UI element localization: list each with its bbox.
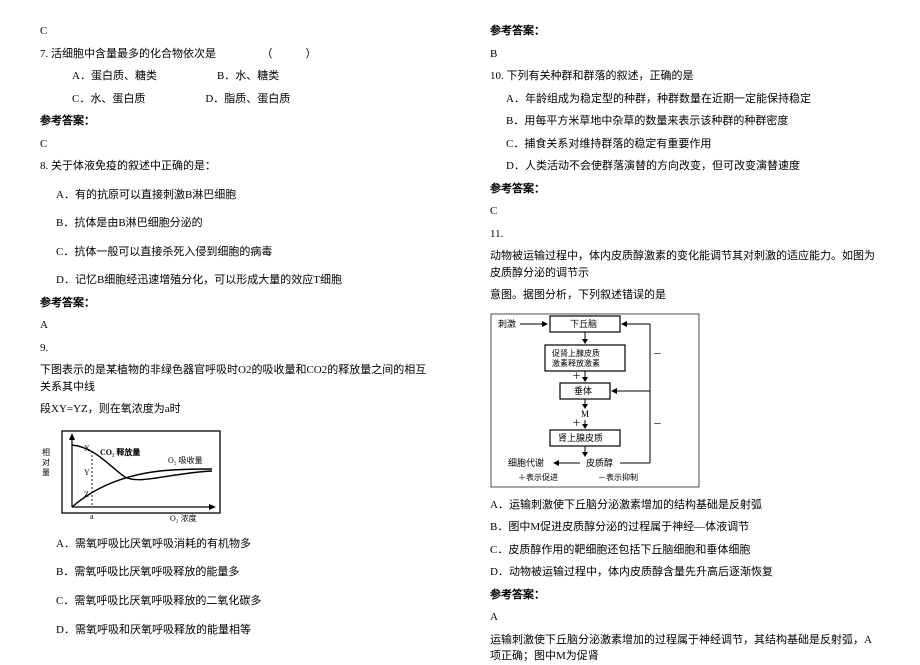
q9-stem1: 下图表示的是某植物的非绿色器官呼吸时O2的吸收量和CO2的释放量之间的相互关系其…	[40, 362, 430, 395]
q8-ref-label: 参考答案：	[40, 295, 430, 312]
left-column: C 7. 活细胞中含量最多的化合物依次是 （ ） A．蛋白质、糖类 B．水、糖类…	[40, 20, 430, 641]
q8-ref-ans: A	[40, 317, 430, 334]
q7-row2: C．水、蛋白质 D．脂质、蛋白质	[40, 91, 430, 108]
q11-cortisol: 皮质醇	[586, 457, 613, 468]
svg-text:－: －	[653, 419, 662, 429]
svg-text:－: －	[653, 349, 662, 359]
q11-metab: 细胞代谢	[508, 457, 544, 468]
q7-row1: A．蛋白质、糖类 B．水、糖类	[40, 68, 430, 85]
q9-optD: D．需氧呼吸和厌氧呼吸释放的能量相等	[40, 622, 430, 639]
q7-ref-ans: C	[40, 136, 430, 153]
q9-pta: a	[90, 512, 94, 521]
q9-num: 9.	[40, 340, 430, 357]
q7-optD: D．脂质、蛋白质	[205, 91, 290, 108]
q7-optA: A．蛋白质、糖类	[72, 68, 157, 85]
q11-num: 11.	[490, 226, 880, 243]
q10-optA: A．年龄组成为稳定型的种群，种群数量在近期一定能保持稳定	[490, 91, 880, 108]
q10-ref-ans: C	[490, 203, 880, 220]
q11-stem2: 意图。据图分析，下列叙述错误的是	[490, 287, 880, 304]
q10-optD: D．人类活动不会使群落演替的方向改变，但可改变演替速度	[490, 158, 880, 175]
q10-ref-label: 参考答案：	[490, 181, 880, 198]
q7-optC: C．水、蛋白质	[72, 91, 145, 108]
prev-answer: C	[40, 23, 430, 40]
q11-adrenal: 肾上腺皮质	[558, 432, 603, 443]
q11-optD: D．动物被运输过程中，体内皮质醇含量先升高后逐渐恢复	[490, 564, 880, 581]
q9-figure: X Y Z a CO₂ 释放量 O₂ 吸收量 相对量 O₂ 浓度	[40, 427, 430, 527]
q9-curve1: CO₂ 释放量	[100, 447, 140, 457]
q11-optC: C．皮质醇作用的靶细胞还包括下丘脑细胞和垂体细胞	[490, 542, 880, 559]
q8-optA: A．有的抗原可以直接刺激B淋巴细胞	[40, 187, 430, 204]
svg-text:＋: ＋	[572, 418, 581, 428]
q11-ref-label: 参考答案：	[490, 587, 880, 604]
q9-optA: A．需氧呼吸比厌氧呼吸消耗的有机物多	[40, 536, 430, 553]
q11-crh2: 激素释放激素	[552, 358, 600, 368]
q7-stem-row: 7. 活细胞中含量最多的化合物依次是 （ ）	[40, 46, 430, 63]
q9-ptY: Y	[84, 468, 90, 477]
prev-ref-label: 参考答案：	[490, 23, 880, 40]
right-column: 参考答案： B 10. 下列有关种群和群落的叙述，正确的是 A．年龄组成为稳定型…	[490, 20, 880, 641]
q9-optC: C．需氧呼吸比厌氧呼吸释放的二氧化碳多	[40, 593, 430, 610]
q11-m: M	[581, 409, 589, 419]
q8-stem: 8. 关于体液免疫的叙述中正确的是：	[40, 158, 430, 175]
q11-figure: 刺激 下丘脑 促肾上腺皮质 激素释放激素 ＋ 垂体	[490, 313, 880, 488]
prev-ref-ans: B	[490, 46, 880, 63]
q11-legend-plus: ＋表示促进	[518, 472, 558, 482]
q9-xlabel: O₂ 浓度	[170, 513, 197, 523]
q8-optD: D．记忆B细胞经迅速增殖分化，可以形成大量的效应T细胞	[40, 272, 430, 289]
svg-text:＋: ＋	[572, 371, 581, 381]
q11-stem1: 动物被运输过程中，体内皮质醇激素的变化能调节其对刺激的适应能力。如图为皮质醇分泌…	[490, 248, 880, 281]
q8-optC: C．抗体一般可以直接杀死入侵到细胞的病毒	[40, 244, 430, 261]
q9-ptX: X	[84, 444, 90, 453]
q7-blank: （ ）	[262, 48, 317, 60]
q11-hypo: 下丘脑	[570, 318, 597, 329]
q11-explain: 运输刺激使下丘脑分泌激素增加的过程属于神经调节，其结构基础是反射弧，A项正确；图…	[490, 632, 880, 665]
q9-optB: B．需氧呼吸比厌氧呼吸释放的能量多	[40, 564, 430, 581]
q10-stem: 10. 下列有关种群和群落的叙述，正确的是	[490, 68, 880, 85]
q11-stimulus: 刺激	[498, 318, 516, 329]
q9-stem2: 段XY=YZ，则在氧浓度为a时	[40, 401, 430, 418]
q11-optA: A．运输刺激使下丘脑分泌激素增加的结构基础是反射弧	[490, 497, 880, 514]
q11-ref-ans: A	[490, 609, 880, 626]
q7-ref-label: 参考答案：	[40, 113, 430, 130]
q11-legend-minus: －表示抑制	[598, 472, 638, 482]
page-root: C 7. 活细胞中含量最多的化合物依次是 （ ） A．蛋白质、糖类 B．水、糖类…	[0, 0, 920, 651]
q7-optB: B．水、糖类	[217, 68, 279, 85]
q9-curve2: O₂ 吸收量	[168, 455, 203, 465]
q11-optB: B．图中M促进皮质醇分泌的过程属于神经—体液调节	[490, 519, 880, 536]
q9-ptZ: Z	[84, 490, 89, 499]
q8-optB: B．抗体是由B淋巴细胞分泌的	[40, 215, 430, 232]
q11-crh1: 促肾上腺皮质	[552, 348, 600, 358]
q9-ylabel: 相对量	[42, 447, 50, 477]
q11-pit: 垂体	[574, 385, 592, 396]
q10-optB: B．用每平方米草地中杂草的数量来表示该种群的种群密度	[490, 113, 880, 130]
q7-stem: 7. 活细胞中含量最多的化合物依次是	[40, 48, 216, 60]
q10-optC: C．捕食关系对维持群落的稳定有重要作用	[490, 136, 880, 153]
